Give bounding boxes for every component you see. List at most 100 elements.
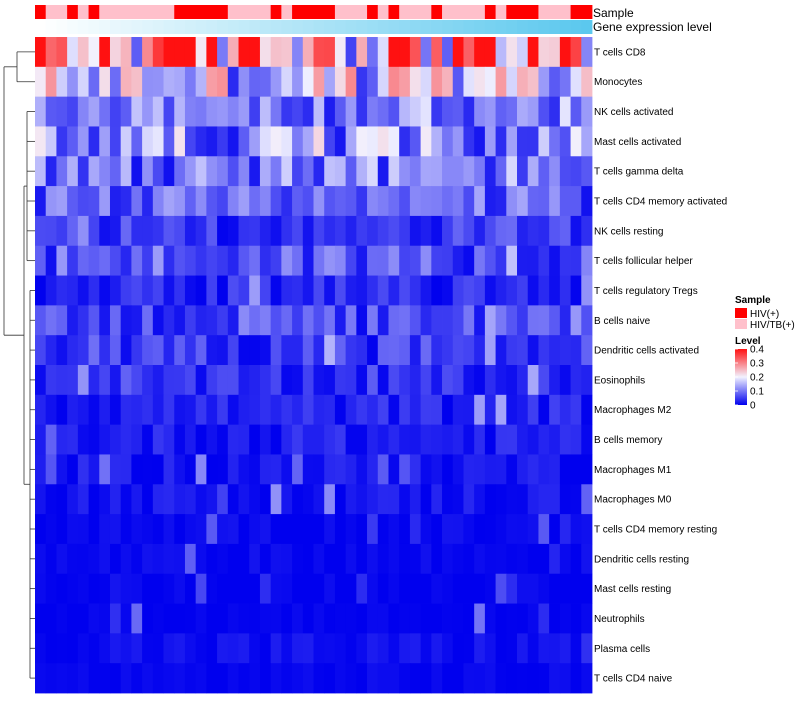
heatmap-cell (88, 633, 100, 664)
heatmap-cell (517, 484, 529, 515)
heatmap-cell (527, 275, 539, 306)
heatmap-cell (420, 663, 432, 694)
heatmap-cell (281, 663, 293, 694)
heatmap-cell (442, 454, 454, 485)
heatmap-cell (142, 484, 154, 515)
heatmap-cell (131, 603, 143, 634)
heatmap-cell (377, 454, 389, 485)
heatmap-cell (506, 484, 518, 515)
heatmap-cell (345, 305, 357, 336)
heatmap-cell (334, 37, 347, 68)
heatmap-cell (238, 126, 250, 157)
heatmap-cell (195, 275, 207, 306)
heatmap-cell (345, 484, 357, 515)
heatmap-cell (88, 394, 100, 426)
heatmap-cell (35, 573, 47, 604)
heatmap-cell (517, 573, 529, 604)
heatmap-cell (463, 186, 475, 217)
heatmap-cell (559, 454, 571, 485)
heatmap-cell (174, 305, 186, 336)
sample-annotation-cell (77, 5, 89, 19)
heatmap-cell (217, 126, 229, 157)
heatmap-cell (463, 394, 475, 426)
heatmap-cell (356, 484, 368, 515)
heatmap-cell (420, 186, 432, 217)
heatmap-cell (217, 245, 229, 276)
heatmap-cell (195, 66, 207, 98)
heatmap-cell (570, 365, 582, 396)
heatmap-cell (152, 156, 164, 187)
heatmap-cell (517, 633, 529, 664)
heatmap-cell (163, 543, 175, 575)
heatmap-cell (581, 394, 593, 426)
heatmap-cell (527, 454, 539, 485)
heatmap-cell (495, 663, 507, 694)
heatmap-cell (409, 543, 422, 575)
heatmap-cell (409, 186, 422, 217)
heatmap-cell (217, 394, 229, 426)
heatmap-cell (495, 37, 507, 68)
heatmap-cell (538, 186, 550, 217)
heatmap-cell (517, 394, 529, 426)
heatmap-cell (463, 156, 475, 187)
row-label: Mast cells resting (594, 584, 671, 595)
heatmap-cell (109, 663, 122, 694)
heatmap-cell (506, 573, 518, 604)
sample-annotation-cell (142, 5, 154, 19)
heatmap-cell (227, 305, 239, 336)
heatmap-cell (527, 186, 539, 217)
gene-expression-annotation-cell (302, 20, 314, 34)
heatmap-cell (152, 186, 164, 217)
heatmap-cell (581, 424, 593, 455)
sample-annotation-cell (570, 5, 582, 19)
heatmap-cell (527, 424, 539, 455)
row-label: Mast cells activated (594, 137, 681, 148)
heatmap-cell (334, 335, 347, 366)
heatmap-cell (184, 543, 197, 575)
heatmap-cell (174, 394, 186, 426)
heatmap-cell (174, 245, 186, 276)
sample-annotation-cell (249, 5, 261, 19)
heatmap-cell (249, 424, 261, 455)
heatmap-cell (538, 543, 550, 575)
heatmap-cell (506, 215, 518, 247)
heatmap-cell (174, 573, 186, 604)
heatmap-cell (99, 186, 111, 217)
heatmap-cell (184, 186, 197, 217)
heatmap-cell (559, 514, 571, 545)
heatmap-cell (345, 186, 357, 217)
heatmap-cell (559, 126, 571, 157)
heatmap-cell (56, 663, 68, 694)
sample-annotation-cell (409, 5, 422, 19)
gene-expression-annotation-cell (570, 20, 582, 34)
heatmap-cell (270, 156, 282, 187)
sample-annotation-cell (549, 5, 561, 19)
heatmap-cell (538, 37, 550, 68)
heatmap-cell (367, 245, 379, 276)
heatmap-cell (131, 335, 143, 366)
heatmap-cell (77, 126, 89, 157)
heatmap-cell (409, 484, 422, 515)
gene-expression-annotation-cell (527, 20, 539, 34)
heatmap-cell (259, 156, 272, 187)
heatmap-cell (45, 245, 57, 276)
sample-annotation-cell (163, 5, 175, 19)
sample-annotation-cell (367, 5, 379, 19)
heatmap-cell (249, 454, 261, 485)
heatmap-cell (77, 543, 89, 575)
heatmap-cell (184, 215, 197, 247)
heatmap-cell (377, 186, 389, 217)
heatmap-cell (313, 126, 325, 157)
heatmap-cell (227, 186, 239, 217)
heatmap-cell (259, 275, 272, 306)
heatmap-cell (56, 335, 68, 366)
heatmap-cell (377, 156, 389, 187)
heatmap-cell (484, 305, 496, 336)
heatmap-cell (163, 663, 175, 694)
heatmap-cell (56, 543, 68, 575)
heatmap-cell (120, 126, 132, 157)
heatmap-cell (399, 663, 411, 694)
heatmap-cell (227, 454, 239, 485)
heatmap-cell (474, 37, 486, 68)
heatmap-cell (313, 96, 325, 127)
